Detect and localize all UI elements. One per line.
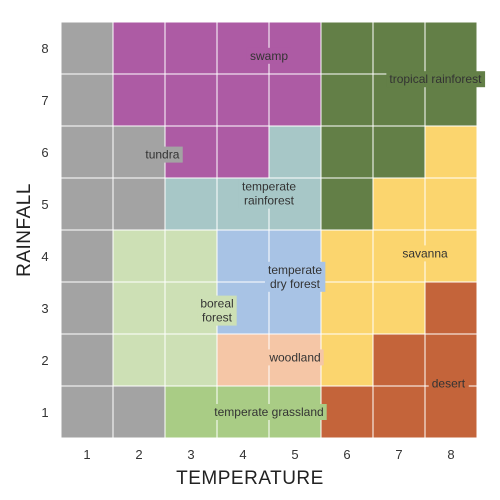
cell-desert	[372, 385, 426, 439]
cell-desert	[320, 385, 374, 439]
y-tick-label: 8	[41, 41, 48, 56]
cell-swamp	[216, 125, 270, 179]
cell-swamp	[112, 73, 166, 127]
cell-desert	[424, 385, 478, 439]
cell-savanna	[424, 177, 478, 231]
region-label-temperate-grassland: temperate grassland	[214, 405, 323, 419]
cell-savanna	[320, 281, 374, 335]
cell-tundra	[60, 229, 114, 283]
y-axis-ticks: 1 2 3 4 5 6 7 8	[41, 41, 48, 420]
region-label-woodland: woodland	[268, 350, 320, 364]
region-label-tundra: tundra	[145, 148, 179, 162]
biome-region-labels: swamp tropical rainforest tundra temperate r…	[142, 47, 486, 420]
cell-tropical-rainforest	[320, 177, 374, 231]
cell-tropical-rainforest	[320, 21, 374, 75]
x-tick-label: 7	[395, 447, 402, 462]
y-tick-label: 4	[41, 249, 48, 264]
cell-tundra	[112, 177, 166, 231]
x-tick-label: 2	[135, 447, 142, 462]
region-label-bg	[386, 71, 486, 88]
region-label-bg	[264, 261, 326, 292]
cell-tundra	[60, 21, 114, 75]
region-label-temperate-dry-forest: temperate dry forest	[268, 263, 322, 291]
y-tick-label: 3	[41, 301, 48, 316]
cell-savanna	[320, 333, 374, 387]
x-tick-label: 1	[83, 447, 90, 462]
x-tick-label: 3	[187, 447, 194, 462]
region-label-bg	[246, 47, 292, 64]
cell-desert	[372, 333, 426, 387]
y-tick-label: 6	[41, 145, 48, 160]
cell-savanna	[372, 177, 426, 231]
cell-boreal-forest	[164, 333, 218, 387]
cell-savanna	[424, 125, 478, 179]
cell-savanna	[372, 281, 426, 335]
region-label-bg	[142, 146, 183, 163]
x-tick-label: 5	[291, 447, 298, 462]
region-label-savanna: savanna	[402, 246, 448, 260]
region-label-temperate-rainforest: temperate rainforest	[242, 180, 296, 208]
cell-swamp	[112, 21, 166, 75]
cell-boreal-forest	[112, 229, 166, 283]
cell-boreal-forest	[112, 281, 166, 335]
region-label-bg	[238, 178, 300, 209]
y-tick-label: 5	[41, 197, 48, 212]
cell-tropical-rainforest	[320, 73, 374, 127]
cell-temperate-grassland	[164, 385, 218, 439]
region-label-bg	[265, 349, 324, 366]
cell-temperate-rainforest	[164, 177, 218, 231]
region-label-tropical-rainforest: tropical rainforest	[389, 72, 482, 86]
cell-tropical-rainforest	[320, 125, 374, 179]
region-label-bg	[399, 245, 452, 262]
cell-tropical-rainforest	[372, 21, 426, 75]
cell-swamp	[268, 73, 322, 127]
cell-tundra	[60, 333, 114, 387]
region-label-bg	[428, 375, 469, 392]
cell-tundra	[60, 125, 114, 179]
cell-tundra	[60, 73, 114, 127]
x-axis-title: TEMPERATURE	[176, 468, 324, 489]
x-axis-ticks: 1 2 3 4 5 6 7 8	[83, 447, 454, 462]
region-label-bg	[211, 404, 327, 420]
y-tick-label: 7	[41, 93, 48, 108]
x-tick-label: 8	[447, 447, 454, 462]
cell-boreal-forest	[112, 333, 166, 387]
cell-tundra	[112, 385, 166, 439]
cell-swamp	[216, 73, 270, 127]
x-tick-label: 6	[343, 447, 350, 462]
cell-temperate-rainforest	[268, 125, 322, 179]
cell-desert	[424, 281, 478, 335]
cell-tundra	[60, 177, 114, 231]
cell-swamp	[164, 21, 218, 75]
x-tick-label: 4	[239, 447, 246, 462]
cell-tropical-rainforest	[372, 125, 426, 179]
cell-tropical-rainforest	[424, 21, 478, 75]
cell-swamp	[164, 73, 218, 127]
y-axis-title: RAINFALL	[14, 183, 35, 277]
region-label-boreal-forest: boreal forest	[200, 297, 233, 325]
cell-boreal-forest	[164, 229, 218, 283]
cell-temperate-dry-forest	[216, 229, 270, 283]
region-label-swamp: swamp	[250, 49, 288, 63]
y-tick-label: 1	[41, 405, 48, 420]
y-tick-label: 2	[41, 353, 48, 368]
cell-woodland	[216, 333, 270, 387]
cell-tundra	[60, 385, 114, 439]
region-label-desert: desert	[432, 376, 466, 390]
cell-tundra	[60, 281, 114, 335]
cell-savanna	[320, 229, 374, 283]
region-label-bg	[197, 295, 237, 326]
